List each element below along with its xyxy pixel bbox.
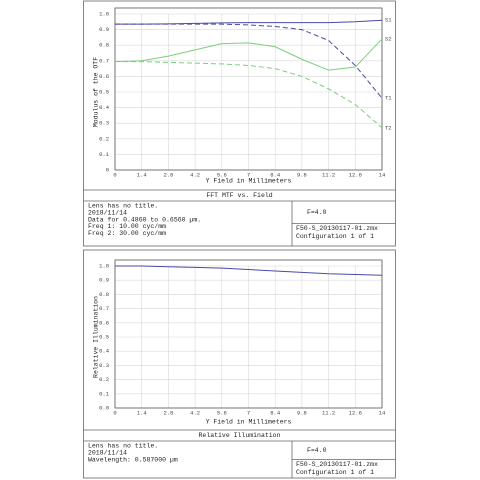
y-tick-label: 0.9 xyxy=(99,277,109,284)
series-label: S1 xyxy=(385,17,392,24)
x-axis-label: Y Field in Millimeters xyxy=(206,419,292,426)
info-line: Data for 0.4860 to 0.6560 µm. xyxy=(88,216,201,223)
x-tick-label: 1.4 xyxy=(137,409,148,416)
y-tick-label: 0.7 xyxy=(99,305,109,312)
y-tick-label: 0.7 xyxy=(99,57,109,64)
series-line xyxy=(115,61,383,129)
x-tick-label: 9.8 xyxy=(297,171,307,178)
y-tick-label: 0.8 xyxy=(99,291,109,298)
y-tick-label: 0.0 xyxy=(99,404,109,411)
x-tick-label: 7 xyxy=(247,171,250,178)
info-line: 2018/11/14 xyxy=(88,450,127,457)
panel-border xyxy=(83,249,396,479)
series-label: T2 xyxy=(385,124,392,131)
info-line: Lens has no title. xyxy=(88,203,158,210)
info-line: Wavelength: 0.587000 µm xyxy=(88,456,178,463)
y-tick-label: 1.0 xyxy=(99,262,109,269)
y-tick-label: 0.3 xyxy=(99,120,109,127)
x-tick-label: 14 xyxy=(379,171,386,178)
y-tick-label: 0.1 xyxy=(99,151,110,158)
panel-border xyxy=(83,0,396,247)
y-axis-label: Relative Illumination xyxy=(93,296,100,378)
x-tick-label: 11.2 xyxy=(322,171,335,178)
chart-title: FFT MTF vs. Field xyxy=(206,192,272,199)
y-tick-label: 1.0 xyxy=(99,10,109,17)
plot-frame xyxy=(114,7,383,171)
plot-frame xyxy=(114,259,383,409)
y-tick-label: 0.5 xyxy=(99,88,109,95)
y-tick-label: 0.9 xyxy=(99,26,109,33)
x-tick-label: 2.8 xyxy=(163,409,173,416)
x-tick-label: 11.2 xyxy=(322,409,335,416)
info-line: Lens has no title. xyxy=(88,443,158,450)
y-tick-label: 0.5 xyxy=(99,333,109,340)
configuration: Configuration 1 of 1 xyxy=(296,233,374,240)
f-number: F=4.0 xyxy=(307,209,327,216)
x-tick-label: 9.8 xyxy=(297,409,307,416)
file-name: F50-S_20130117-01.zmx xyxy=(296,225,378,232)
info-line: 2018/11/14 xyxy=(88,210,127,217)
configuration: Configuration 1 of 1 xyxy=(296,469,374,476)
file-name: F50-S_20130117-01.zmx xyxy=(296,461,378,468)
x-axis-label: Y Field in Millimeters xyxy=(206,178,292,185)
x-tick-label: 14 xyxy=(379,409,386,416)
y-tick-label: 0.1 xyxy=(99,390,110,397)
y-tick-label: 0.8 xyxy=(99,42,109,49)
y-tick-label: 0 xyxy=(106,166,109,173)
info-line: Freq 1: 10.00 cyc/mm xyxy=(88,223,166,230)
x-tick-label: 12.6 xyxy=(349,171,362,178)
y-tick-label: 0.4 xyxy=(99,348,110,355)
info-line: Freq 2: 30.00 cyc/mm xyxy=(88,230,166,237)
x-tick-label: 0 xyxy=(113,409,116,416)
x-tick-label: 12.6 xyxy=(349,409,362,416)
y-tick-label: 0.6 xyxy=(99,319,109,326)
x-tick-label: 5.6 xyxy=(217,409,227,416)
x-tick-label: 4.2 xyxy=(190,171,200,178)
f-number: F=4.0 xyxy=(307,447,327,454)
x-tick-label: 5.6 xyxy=(217,171,227,178)
y-tick-label: 0.3 xyxy=(99,362,109,369)
y-tick-label: 0.2 xyxy=(99,135,109,142)
x-tick-label: 1.4 xyxy=(137,171,148,178)
x-tick-label: 7 xyxy=(247,409,250,416)
x-tick-label: 2.8 xyxy=(163,171,173,178)
x-tick-label: 0 xyxy=(113,171,116,178)
y-tick-label: 0.4 xyxy=(99,104,110,111)
x-tick-label: 8.4 xyxy=(270,171,281,178)
series-line xyxy=(115,23,383,99)
y-tick-label: 0.2 xyxy=(99,376,109,383)
x-tick-label: 4.2 xyxy=(190,409,200,416)
series-line xyxy=(114,38,383,71)
series-label: S2 xyxy=(385,35,392,42)
series-label: T1 xyxy=(385,95,392,102)
x-tick-label: 8.4 xyxy=(270,409,281,416)
y-tick-label: 0.6 xyxy=(99,73,109,80)
chart-title: Relative Illumination xyxy=(199,432,281,439)
y-axis-label: Modulus of the OTF xyxy=(93,57,100,127)
series-line xyxy=(115,265,383,276)
